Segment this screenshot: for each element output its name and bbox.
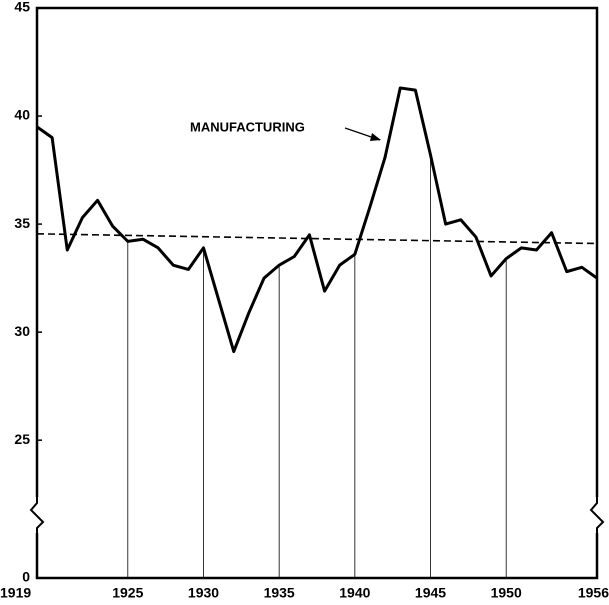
x-tick-label: 1930 <box>188 585 219 601</box>
y-tick-label: 25 <box>14 431 30 447</box>
x-tick-label: 1940 <box>339 585 370 601</box>
x-tick-label: 1925 <box>112 585 143 601</box>
x-tick-label: 1919 <box>0 585 31 601</box>
x-tick-label: 1935 <box>264 585 295 601</box>
trend-line <box>36 233 598 245</box>
annotation-arrowhead <box>370 133 381 141</box>
axis-break <box>29 497 605 533</box>
y-tick-label: 35 <box>14 215 30 231</box>
x-tick-label: 1956 <box>578 585 609 601</box>
y-tick-label: 40 <box>14 107 30 123</box>
y-tick-label: 0 <box>22 569 30 585</box>
x-tick-label: 1950 <box>491 585 522 601</box>
y-tick-label: 45 <box>14 0 30 15</box>
y-tick-label: 30 <box>14 323 30 339</box>
plot-frame <box>35 6 599 580</box>
annotation: MANUFACTURING <box>190 119 305 134</box>
data-line <box>36 86 598 354</box>
x-tick-label: 1945 <box>415 585 446 601</box>
